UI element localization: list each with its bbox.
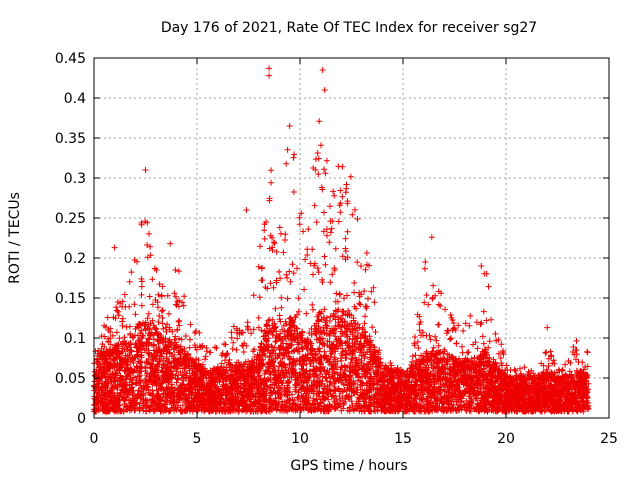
- x-tick-label: 0: [90, 431, 99, 447]
- y-tick-label: 0.45: [55, 51, 86, 67]
- axis-ticks: 0 0.05 0.1 0.15 0.2 0.25 0.3 0.35 0.4 0.45 0 5 10 15 2…: [55, 51, 618, 447]
- y-tick-label: 0.3: [64, 171, 86, 187]
- x-tick-label: 5: [193, 431, 202, 447]
- x-tick-label: 20: [497, 431, 515, 447]
- chart-title: Day 176 of 2021, Rate Of TEC Index for r…: [161, 20, 537, 36]
- y-tick-label: 0.05: [55, 371, 86, 387]
- y-tick-label: 0.25: [55, 211, 86, 227]
- y-tick-label: 0.4: [64, 91, 86, 107]
- data-points: [91, 65, 592, 415]
- y-axis-label: ROTI / TECUs: [7, 192, 23, 284]
- y-tick-label: 0.1: [64, 331, 86, 347]
- y-tick-label: 0.35: [55, 131, 86, 147]
- x-axis-label: GPS time / hours: [290, 458, 407, 474]
- x-tick-label: 10: [291, 431, 309, 447]
- x-tick-label: 25: [600, 431, 618, 447]
- plot-frame: [93, 57, 610, 419]
- y-tick-label: 0.15: [55, 291, 86, 307]
- y-tick-label: 0: [77, 411, 86, 427]
- x-tick-label: 15: [394, 431, 412, 447]
- roti-points: [91, 65, 592, 415]
- y-tick-label: 0.2: [64, 251, 86, 267]
